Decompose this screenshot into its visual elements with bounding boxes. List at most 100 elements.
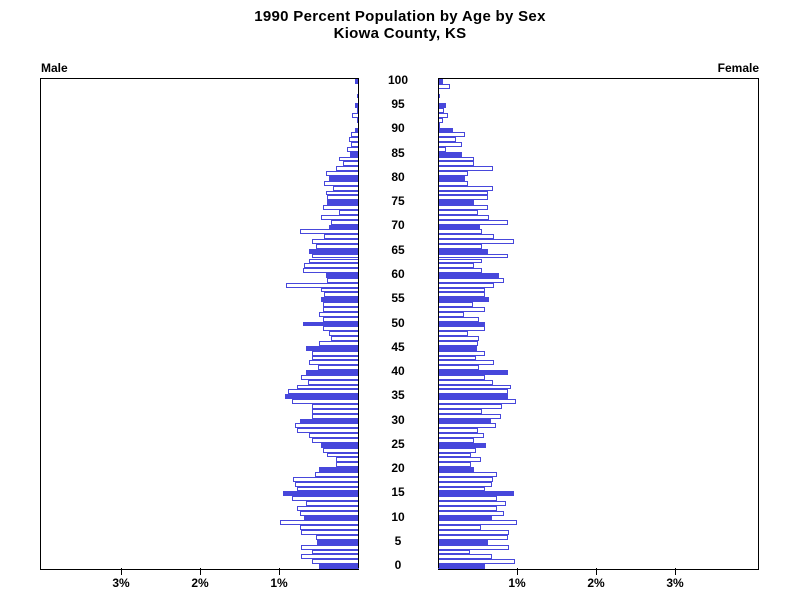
bar-male-age-53	[323, 307, 359, 312]
female-tick-3pct	[675, 568, 676, 575]
age-tick-label-90: 90	[391, 121, 405, 136]
bar-male-age-56	[324, 292, 359, 298]
bar-female-age-59	[438, 277, 504, 283]
bar-female-age-6	[438, 535, 508, 540]
female-zero-axis-line	[438, 78, 439, 568]
bar-male-age-10	[304, 515, 359, 521]
age-tick-label-25: 25	[391, 436, 405, 451]
bar-female-age-13	[438, 501, 506, 506]
bar-male-age-17	[295, 481, 359, 487]
bar-male-age-69	[300, 229, 359, 235]
bar-female-age-83	[438, 161, 474, 167]
male-tick-2pct	[200, 568, 201, 575]
bar-female-age-99	[438, 83, 450, 89]
bar-female-age-35	[438, 394, 508, 400]
bar-female-age-10	[438, 515, 492, 521]
bar-female-age-20	[438, 467, 474, 472]
female-tick-label-3pct: 3%	[666, 576, 684, 590]
bar-male-age-14	[292, 496, 359, 502]
bar-female-age-85	[438, 151, 462, 157]
male-zero-axis-line	[358, 78, 359, 568]
bar-female-age-82	[438, 166, 493, 172]
bar-female-age-55	[438, 297, 489, 303]
bar-male-age-59	[327, 277, 359, 283]
bar-male-age-75	[327, 200, 359, 206]
bar-male-age-36	[288, 389, 359, 395]
female-tick-2pct	[596, 568, 597, 575]
chart-title: 1990 Percent Population by Age by Sex	[254, 8, 546, 25]
age-tick-label-50: 50	[391, 315, 405, 330]
bar-female-age-32	[438, 408, 482, 414]
bar-female-age-67	[438, 239, 514, 244]
bar-female-age-80	[438, 176, 465, 181]
bar-female-age-48	[438, 331, 468, 337]
bar-female-age-87	[438, 142, 462, 147]
age-tick-label-40: 40	[391, 364, 405, 378]
bar-male-age-61	[303, 268, 359, 274]
bar-male-age-68	[324, 234, 359, 240]
bar-female-age-88	[438, 137, 456, 143]
bar-female-age-64	[438, 253, 508, 259]
bar-male-age-19	[315, 471, 359, 477]
bar-female-age-86	[438, 146, 446, 152]
bar-male-age-40	[306, 370, 359, 375]
age-tick-label-30: 30	[391, 412, 405, 427]
bar-male-age-41	[318, 365, 359, 371]
male-tick-label-1pct: 1%	[270, 576, 288, 590]
age-tick-label-100: 100	[387, 72, 409, 87]
bar-male-age-33	[312, 404, 359, 409]
bar-female-age-71	[438, 219, 508, 225]
bar-male-age-23	[327, 452, 359, 458]
bar-female-age-60	[438, 273, 499, 278]
age-tick-label-65: 65	[391, 242, 405, 257]
age-tick-label-0: 0	[394, 558, 402, 573]
bar-male-age-30	[300, 418, 359, 424]
bar-female-age-28	[438, 428, 478, 434]
bar-female-age-4	[438, 544, 509, 550]
bar-male-age-55	[321, 297, 359, 303]
bar-female-age-65	[438, 248, 488, 254]
bar-female-age-11	[438, 510, 504, 516]
bar-male-age-12	[297, 505, 359, 511]
bar-female-age-51	[438, 316, 479, 322]
bar-female-age-93	[438, 112, 448, 118]
bar-male-age-84	[339, 156, 359, 162]
age-tick-label-5: 5	[394, 533, 402, 548]
bar-female-age-53	[438, 307, 485, 312]
age-tick-label-70: 70	[391, 218, 405, 233]
bar-female-age-84	[438, 156, 474, 162]
bar-male-age-67	[312, 239, 359, 244]
female-tick-1pct	[517, 568, 518, 575]
bar-male-age-26	[312, 438, 359, 443]
bar-male-age-49	[323, 326, 359, 332]
bar-male-age-77	[326, 190, 359, 196]
bar-female-age-34	[438, 399, 516, 405]
bar-male-age-7	[301, 530, 359, 536]
bar-female-age-66	[438, 243, 482, 249]
bar-female-age-40	[438, 370, 508, 375]
bar-male-age-44	[312, 350, 359, 356]
bar-female-age-81	[438, 171, 468, 177]
male-panel-label: Male	[41, 61, 68, 75]
bar-female-age-22	[438, 457, 481, 463]
bar-female-age-56	[438, 292, 485, 298]
bar-female-age-14	[438, 496, 497, 502]
bar-female-age-44	[438, 350, 485, 356]
bar-female-age-77	[438, 190, 488, 196]
bar-female-age-89	[438, 132, 465, 138]
age-tick-label-75: 75	[391, 194, 405, 209]
female-tick-label-2pct: 2%	[587, 576, 605, 590]
bar-female-age-30	[438, 418, 491, 424]
bar-male-age-15	[283, 491, 359, 497]
bar-male-age-47	[331, 336, 359, 341]
chart-subtitle: Kiowa County, KS	[333, 25, 467, 42]
bar-male-age-4	[301, 544, 359, 550]
bar-female-age-73	[438, 209, 478, 215]
bar-male-age-20	[319, 467, 359, 472]
bar-female-age-76	[438, 195, 488, 201]
bar-male-age-83	[343, 161, 359, 167]
age-tick-label-85: 85	[391, 145, 405, 160]
age-tick-label-95: 95	[391, 97, 405, 112]
bar-male-age-74	[323, 205, 359, 210]
